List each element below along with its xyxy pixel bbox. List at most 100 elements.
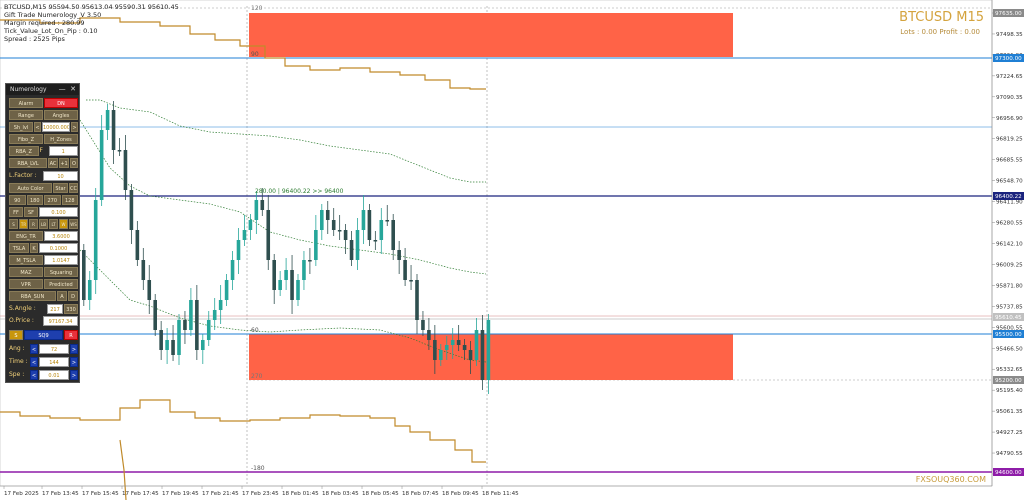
panel-titlebar[interactable]: Numerology — ✕ bbox=[6, 84, 79, 95]
angle-180-button[interactable]: 180 bbox=[26, 195, 43, 205]
plus-one-button[interactable]: +1 bbox=[59, 158, 69, 168]
eng-tr-button[interactable]: ENG_TR bbox=[9, 231, 43, 241]
angle-128-button[interactable]: 128 bbox=[61, 195, 78, 205]
ff-button[interactable]: FF bbox=[9, 207, 23, 217]
s-angle-input[interactable]: 217 bbox=[47, 304, 63, 314]
mini-ws-button[interactable]: WS bbox=[69, 219, 78, 229]
a-button[interactable]: A bbox=[57, 291, 67, 301]
auto-color-button[interactable]: Auto Color bbox=[9, 183, 52, 193]
d-button[interactable]: D bbox=[68, 291, 78, 301]
candle-body bbox=[129, 190, 134, 230]
sh-increase-button[interactable]: > bbox=[71, 122, 78, 132]
m-tsla-input[interactable]: 1.0147 bbox=[44, 255, 78, 265]
ang-increase-button[interactable]: > bbox=[70, 344, 78, 354]
candle-body bbox=[254, 200, 259, 220]
price-tick-label: 96685.55 bbox=[996, 158, 1023, 164]
candle-body bbox=[260, 200, 265, 210]
label-60: 60 bbox=[251, 327, 259, 334]
fibo-z-button[interactable]: Fibo_Z bbox=[9, 134, 43, 144]
eng-tr-input[interactable]: 3.6000 bbox=[44, 231, 78, 241]
rba-sun-button[interactable]: RBA_SUN bbox=[9, 291, 56, 301]
symbol-title: BTCUSD M15 bbox=[899, 10, 984, 25]
sq9-button[interactable]: SQ9 bbox=[24, 330, 63, 340]
s-button[interactable]: S bbox=[9, 330, 23, 340]
time-increase-button[interactable]: > bbox=[70, 357, 78, 367]
candle-body bbox=[439, 350, 443, 360]
candle-body bbox=[111, 110, 116, 150]
tsla-input[interactable]: 0.1000 bbox=[39, 243, 78, 253]
candle-body bbox=[159, 330, 163, 350]
mini-s-button[interactable]: S bbox=[9, 219, 18, 229]
price-tag-box bbox=[993, 54, 1024, 62]
o-price-input[interactable]: 97167.34 bbox=[43, 316, 78, 326]
l-factor-input[interactable]: 10 bbox=[43, 171, 78, 181]
tick-value: Tick_Value_Lot_On_Pip : 0.10 bbox=[4, 27, 98, 35]
candle-body bbox=[248, 220, 253, 230]
price-tick-label: 95332.65 bbox=[996, 367, 1023, 373]
ac-button[interactable]: AC bbox=[48, 158, 58, 168]
minimize-icon[interactable]: — bbox=[58, 85, 66, 93]
h-zones-button[interactable]: H_Zones bbox=[44, 134, 78, 144]
dn-button[interactable]: DN bbox=[44, 98, 78, 108]
ff-input[interactable]: 0.100 bbox=[39, 207, 78, 217]
mini-lt-button[interactable]: LT bbox=[49, 219, 58, 229]
mini-lb-button[interactable]: LB bbox=[39, 219, 48, 229]
angle-90-button[interactable]: 90 bbox=[9, 195, 26, 205]
price-tag-box bbox=[993, 376, 1024, 384]
sh-lvl-button[interactable]: Sh_lvl bbox=[9, 122, 33, 132]
angles-button[interactable]: Angles bbox=[44, 110, 78, 120]
plot-area bbox=[0, 0, 993, 487]
price-tick-label: 96009.25 bbox=[996, 262, 1023, 268]
s-angle-button[interactable]: 330 bbox=[64, 304, 78, 314]
price-tick-label: 96819.25 bbox=[996, 137, 1023, 143]
tsla-button[interactable]: TSLA bbox=[9, 243, 29, 253]
star-button[interactable]: Star bbox=[53, 183, 68, 193]
dotted-band-upper bbox=[86, 99, 486, 183]
predicted-button[interactable]: Predicted bbox=[44, 279, 78, 289]
ang-input[interactable]: 72 bbox=[39, 344, 69, 354]
mini-r-button[interactable]: R bbox=[29, 219, 38, 229]
close-icon[interactable]: ✕ bbox=[70, 85, 76, 93]
spe-input[interactable]: 0.01 bbox=[39, 370, 69, 380]
spe-decrease-button[interactable]: < bbox=[30, 370, 38, 380]
candle-body bbox=[314, 230, 318, 260]
angle-270-button[interactable]: 270 bbox=[44, 195, 61, 205]
rba-z-button[interactable]: RBA_Z bbox=[9, 146, 39, 156]
sh-value-input[interactable]: 10000.000 bbox=[42, 122, 70, 132]
r-button[interactable]: R bbox=[64, 330, 78, 340]
sf-button[interactable]: SF bbox=[24, 207, 38, 217]
maz-button[interactable]: MAZ bbox=[9, 267, 43, 277]
price-tick-label: 96142.10 bbox=[996, 242, 1023, 248]
squaring-button[interactable]: Squaring bbox=[44, 267, 78, 277]
price-tag-box bbox=[993, 9, 1024, 17]
candle-body bbox=[236, 240, 241, 260]
time-decrease-button[interactable]: < bbox=[30, 357, 38, 367]
rba-lvl-button[interactable]: RBA_LVL bbox=[9, 158, 47, 168]
candle-body bbox=[266, 210, 271, 260]
m-tsla-button[interactable]: M_TSLA bbox=[9, 255, 43, 265]
cc-button[interactable]: CC bbox=[69, 183, 78, 193]
ang-decrease-button[interactable]: < bbox=[30, 344, 38, 354]
panel-title: Numerology bbox=[10, 86, 47, 93]
candle-body bbox=[141, 260, 146, 280]
numerology-panel[interactable]: Numerology — ✕ Alarm DN Range Angles Sh_lv… bbox=[5, 83, 80, 383]
sh-decrease-button[interactable]: < bbox=[34, 122, 41, 132]
spread: Spread : 2525 Pips bbox=[4, 35, 65, 43]
candle-body bbox=[290, 270, 294, 300]
vpr-button[interactable]: VPR bbox=[9, 279, 43, 289]
f-input[interactable]: 1 bbox=[48, 146, 78, 156]
alarm-button[interactable]: Alarm bbox=[9, 98, 43, 108]
o-button[interactable]: O bbox=[70, 158, 78, 168]
spe-increase-button[interactable]: > bbox=[70, 370, 78, 380]
price-tick-label: 95466.50 bbox=[996, 346, 1023, 352]
time-axis[interactable]: 17 Feb 2025 17 Feb 13:45 17 Feb 15:45 17 Fe… bbox=[0, 485, 992, 497]
candle-body bbox=[468, 350, 473, 360]
price-axis[interactable]: 97635.0097498.3597361.9097224.6597090.35… bbox=[991, 0, 1023, 486]
candle-body bbox=[397, 250, 401, 260]
k-button[interactable]: K bbox=[30, 243, 38, 253]
mini-tr-button[interactable]: TR bbox=[19, 219, 28, 229]
mini-w-button[interactable]: W bbox=[59, 219, 68, 229]
time-input[interactable]: 144 bbox=[39, 357, 69, 367]
range-button[interactable]: Range bbox=[9, 110, 43, 120]
